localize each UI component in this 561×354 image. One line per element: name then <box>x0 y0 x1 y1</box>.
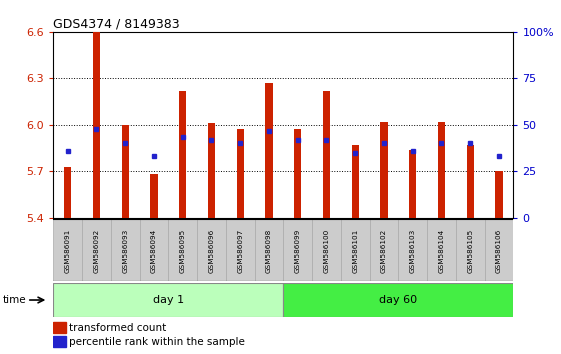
Text: GDS4374 / 8149383: GDS4374 / 8149383 <box>53 18 180 31</box>
FancyBboxPatch shape <box>82 219 111 281</box>
Bar <box>150 175 158 218</box>
Bar <box>265 83 273 218</box>
Text: GSM586098: GSM586098 <box>266 228 272 273</box>
Text: percentile rank within the sample: percentile rank within the sample <box>70 337 245 347</box>
FancyBboxPatch shape <box>398 219 427 281</box>
FancyBboxPatch shape <box>53 219 82 281</box>
FancyBboxPatch shape <box>226 219 255 281</box>
Text: GSM586101: GSM586101 <box>352 228 358 273</box>
FancyBboxPatch shape <box>427 219 456 281</box>
FancyBboxPatch shape <box>140 219 168 281</box>
Text: GSM586096: GSM586096 <box>209 228 214 273</box>
Text: time: time <box>3 295 26 305</box>
Text: GSM586094: GSM586094 <box>151 228 157 273</box>
Bar <box>53 322 66 333</box>
Text: GSM586092: GSM586092 <box>94 228 99 273</box>
FancyBboxPatch shape <box>312 219 341 281</box>
Bar <box>208 123 215 218</box>
FancyBboxPatch shape <box>283 219 312 281</box>
Bar <box>380 122 388 218</box>
Text: GSM586095: GSM586095 <box>180 228 186 273</box>
Text: GSM586102: GSM586102 <box>381 228 387 273</box>
Bar <box>122 125 129 218</box>
Bar <box>495 171 503 218</box>
FancyBboxPatch shape <box>370 219 398 281</box>
Bar <box>294 130 301 218</box>
Bar <box>64 167 71 218</box>
FancyBboxPatch shape <box>485 219 513 281</box>
Bar <box>438 122 445 218</box>
Bar <box>352 145 359 218</box>
FancyBboxPatch shape <box>197 219 226 281</box>
Bar <box>409 150 416 218</box>
Text: GSM586105: GSM586105 <box>467 228 473 273</box>
Bar <box>53 336 66 347</box>
Bar <box>179 91 186 218</box>
Text: GSM586100: GSM586100 <box>324 228 329 273</box>
FancyBboxPatch shape <box>53 283 283 317</box>
Bar <box>237 130 244 218</box>
FancyBboxPatch shape <box>283 283 513 317</box>
Text: GSM586099: GSM586099 <box>295 228 301 273</box>
Text: GSM586091: GSM586091 <box>65 228 71 273</box>
Text: GSM586106: GSM586106 <box>496 228 502 273</box>
FancyBboxPatch shape <box>255 219 283 281</box>
FancyBboxPatch shape <box>111 219 140 281</box>
Bar <box>467 145 474 218</box>
Text: GSM586104: GSM586104 <box>439 228 444 273</box>
Text: day 1: day 1 <box>153 295 184 305</box>
Bar <box>93 32 100 218</box>
Text: GSM586103: GSM586103 <box>410 228 416 273</box>
FancyBboxPatch shape <box>341 219 370 281</box>
Text: day 60: day 60 <box>379 295 417 305</box>
FancyBboxPatch shape <box>168 219 197 281</box>
Text: transformed count: transformed count <box>70 322 167 332</box>
Text: GSM586093: GSM586093 <box>122 228 128 273</box>
FancyBboxPatch shape <box>456 219 485 281</box>
Bar <box>323 91 330 218</box>
Text: GSM586097: GSM586097 <box>237 228 243 273</box>
